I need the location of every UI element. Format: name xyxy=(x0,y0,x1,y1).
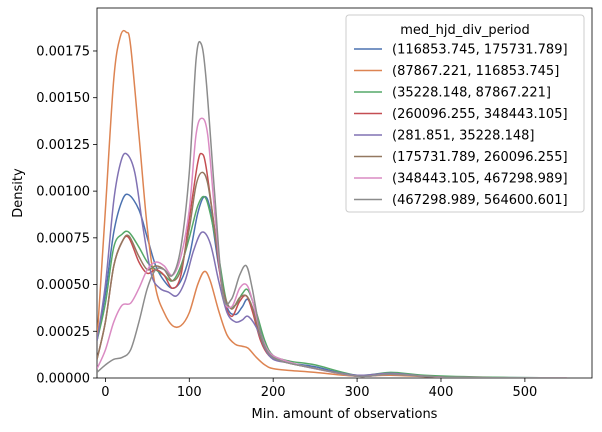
x-axis-label: Min. amount of observations xyxy=(252,407,438,422)
x-tick-label: 100 xyxy=(177,385,202,400)
legend-label-4: (281.851, 35228.148] xyxy=(392,129,534,144)
x-axis-ticks: 0 100 200 300 400 500 xyxy=(101,378,537,400)
y-axis-ticks: 0.00000 0.00025 0.00050 0.00075 0.00100 0.001… xyxy=(36,44,97,387)
series-layer xyxy=(97,29,567,378)
legend-title: med_hjd_div_period xyxy=(400,23,530,38)
legend-label-7: (467298.989, 564600.601] xyxy=(392,193,568,208)
legend: med_hjd_div_period (116853.745, 175731.7… xyxy=(345,14,585,213)
legend-label-5: (175731.789, 260096.255] xyxy=(392,150,568,165)
y-tick-label: 0.00175 xyxy=(36,44,90,59)
legend-label-1: (87867.221, 116853.745] xyxy=(392,64,559,79)
series-line-2 xyxy=(97,195,567,378)
plot-area xyxy=(96,7,593,379)
legend-label-2: (35228.148, 87867.221] xyxy=(392,86,551,101)
y-tick-label: 0.00025 xyxy=(36,325,90,340)
legend-box xyxy=(345,14,585,213)
series-line-1 xyxy=(97,29,567,378)
legend-label-0: (116853.745, 175731.789] xyxy=(392,43,568,58)
series-line-0 xyxy=(97,193,567,378)
x-tick-label: 400 xyxy=(429,385,454,400)
y-tick-label: 0.00125 xyxy=(36,138,90,153)
y-tick-label: 0.00100 xyxy=(36,185,90,200)
y-tick-label: 0.00075 xyxy=(36,231,90,246)
x-tick-label: 200 xyxy=(261,385,286,400)
y-axis-label: Density xyxy=(11,168,26,218)
legend-label-3: (260096.255, 348443.105] xyxy=(392,107,568,122)
axes-frame xyxy=(96,7,593,379)
y-tick-label: 0.00150 xyxy=(36,91,90,106)
x-tick-label: 300 xyxy=(345,385,370,400)
x-tick-label: 0 xyxy=(101,385,109,400)
legend-items: (116853.745, 175731.789] (87867.221, 1168… xyxy=(354,43,568,208)
series-line-7 xyxy=(97,41,567,378)
y-tick-label: 0.00000 xyxy=(36,372,90,387)
y-tick-label: 0.00050 xyxy=(36,278,90,293)
legend-label-6: (348443.105, 467298.989] xyxy=(392,172,568,187)
x-tick-label: 500 xyxy=(512,385,537,400)
